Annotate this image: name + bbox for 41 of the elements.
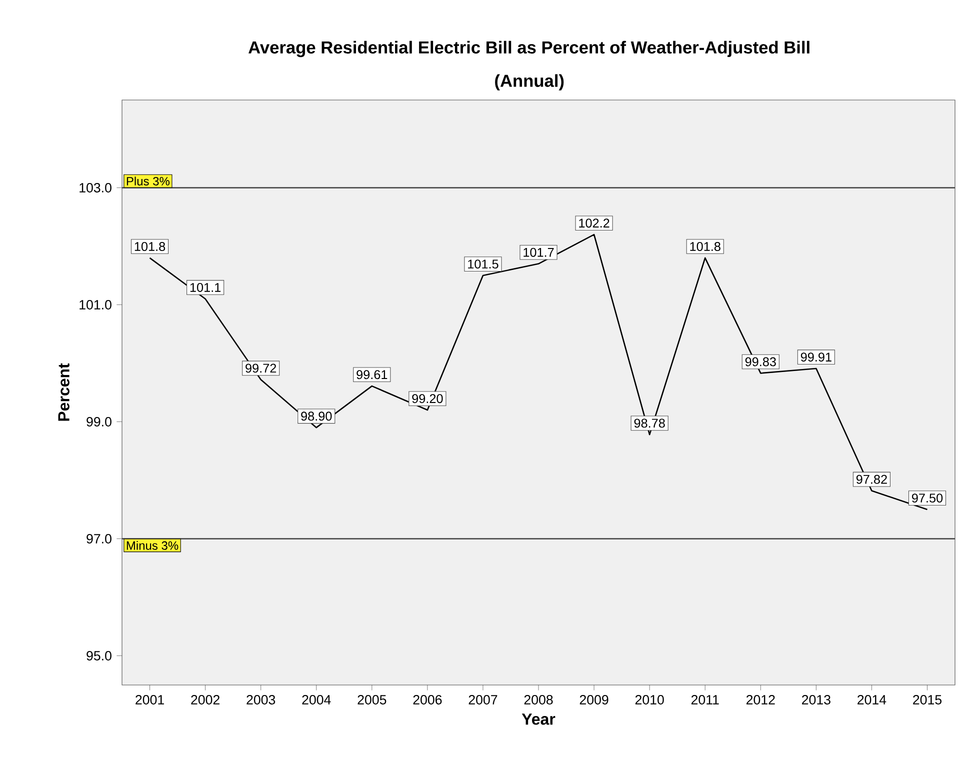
data-label: 97.82 [856, 474, 887, 484]
data-label: 99.83 [745, 357, 776, 366]
x-tick-label: 2009 [580, 695, 608, 704]
data-label: 101.8 [690, 242, 720, 252]
x-tick-label: 2002 [191, 695, 220, 704]
x-tick-label: 2010 [635, 695, 664, 704]
chart-subtitle: (Annual) [495, 74, 564, 90]
x-tick-label: 2012 [746, 695, 775, 704]
y-tick-label: 95.0 [86, 651, 112, 660]
data-label: 98.78 [634, 418, 665, 428]
x-tick-label: 2007 [468, 695, 498, 704]
data-label: 98.90 [301, 412, 332, 421]
y-tick-label: 103.0 [80, 183, 112, 192]
x-tick-label: 2001 [136, 695, 164, 704]
chart-title: Average Residential Electric Bill as Percent of Weather-Adjusted Bill [248, 40, 810, 58]
data-label: 99.72 [246, 364, 276, 373]
x-tick-label: 2003 [246, 695, 276, 704]
data-label: 101.1 [190, 282, 221, 292]
x-tick-label: 2014 [858, 695, 886, 704]
x-tick-label: 2013 [802, 695, 830, 704]
x-tick-label: 2006 [413, 695, 442, 704]
x-tick-label: 2005 [358, 695, 386, 704]
data-label: 101.7 [524, 248, 554, 257]
data-label: 99.61 [356, 370, 388, 380]
data-label: 102.2 [579, 218, 610, 228]
data-label: 97.50 [912, 494, 943, 503]
x-tick-label: 2015 [913, 695, 942, 704]
x-axis-title: Year [522, 714, 556, 725]
y-tick-label: 99.0 [86, 417, 112, 426]
ref-line-label: Plus 3% [126, 176, 170, 186]
y-tick-label: 97.0 [86, 534, 112, 544]
ref-line-label: Minus 3% [126, 541, 178, 550]
data-label: 101.8 [134, 242, 166, 252]
data-label: 99.20 [412, 394, 443, 404]
y-tick-label: 101.0 [80, 300, 112, 310]
y-axis-title: Percent [58, 363, 70, 421]
data-label: 101.5 [468, 260, 498, 269]
x-tick-label: 2011 [691, 695, 719, 704]
data-label: 99.91 [800, 352, 832, 362]
x-tick-label: 2008 [524, 695, 553, 704]
x-tick-label: 2004 [302, 695, 331, 704]
